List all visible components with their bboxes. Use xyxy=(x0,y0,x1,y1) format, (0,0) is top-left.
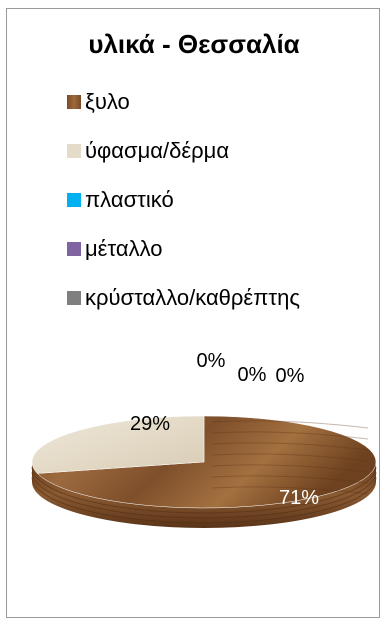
wood-grain xyxy=(211,475,369,484)
legend-swatch-metal xyxy=(67,241,81,256)
legend-item-glass: κρύσταλλο/καθρέπτης xyxy=(67,273,300,322)
pie-side-ring xyxy=(31,471,377,519)
data-label-2: 0% xyxy=(197,350,226,372)
wood-grain xyxy=(211,442,369,451)
legend-label-glass: κρύσταλλο/καθρέπτης xyxy=(85,284,300,310)
legend-swatch-glass xyxy=(67,290,81,305)
legend-label-metal: μέταλλο xyxy=(85,235,163,261)
legend-swatch-plastic xyxy=(67,192,81,207)
legend: ξυλο ύφασμα/δέρμα πλαστικό μέταλλο κρύστ… xyxy=(67,77,300,322)
legend-item-wood: ξυλο xyxy=(67,77,300,126)
legend-item-fabric: ύφασμα/δέρμα xyxy=(67,126,300,175)
wood-grain xyxy=(211,486,369,495)
data-label-4: 0% xyxy=(276,365,305,387)
wood-grain xyxy=(211,420,369,429)
pie-chart: 71% 29% 0% 0% 0% xyxy=(31,350,377,528)
wood-grain xyxy=(211,453,369,462)
pie-slice-1 xyxy=(31,415,205,474)
legend-item-plastic: πλαστικό xyxy=(67,175,300,224)
legend-label-fabric: ύφασμα/δέρμα xyxy=(85,137,230,163)
legend-label-plastic: πλαστικό xyxy=(85,186,174,212)
legend-label-wood: ξυλο xyxy=(85,88,130,114)
pie-side-ring xyxy=(31,476,377,524)
pie-side-ring xyxy=(31,466,377,514)
data-label-0: 71% xyxy=(279,487,319,509)
legend-swatch-wood xyxy=(67,94,81,109)
wood-grain xyxy=(211,464,369,473)
wood-grain xyxy=(211,431,369,440)
chart-title: υλικά - Θεσσαλία xyxy=(88,29,300,59)
pie-slice-0 xyxy=(36,415,377,509)
legend-item-metal: μέταλλο xyxy=(67,224,300,273)
data-label-1: 29% xyxy=(130,413,170,435)
chart-frame: υλικά - Θεσσαλία ξυλο ύφασμα/δέρμα πλαστ… xyxy=(6,8,380,618)
data-label-3: 0% xyxy=(238,364,267,386)
legend-swatch-fabric xyxy=(67,143,81,158)
